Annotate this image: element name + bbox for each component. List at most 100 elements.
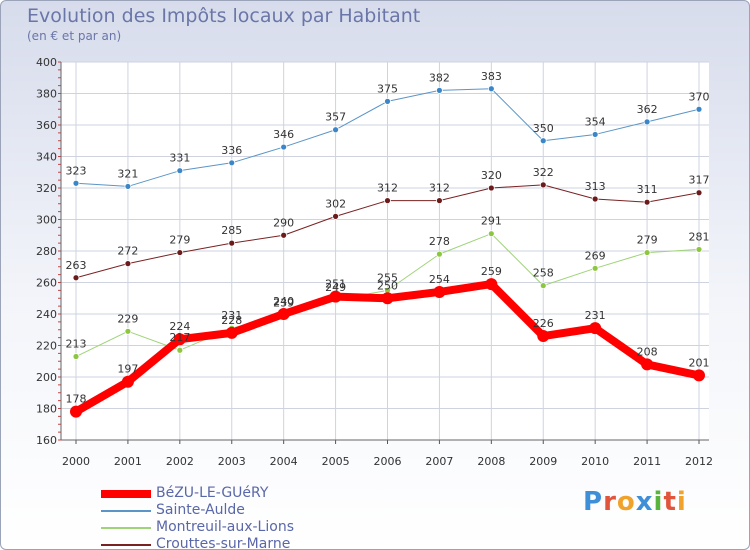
data-label: 302 bbox=[325, 197, 346, 210]
legend-label: Crouttes-sur-Marne bbox=[156, 536, 291, 550]
data-label: 346 bbox=[273, 128, 294, 141]
data-labels: 323 321 331 336 346 357 375 382 383 350 354 362 370 2… bbox=[66, 70, 710, 406]
y-tick-label: 240 bbox=[36, 308, 57, 321]
data-label: 226 bbox=[533, 317, 554, 330]
legend-swatch bbox=[101, 510, 151, 512]
data-label: 272 bbox=[117, 245, 138, 258]
data-label: 370 bbox=[689, 90, 710, 103]
x-tick-label: 2004 bbox=[270, 455, 298, 468]
data-point bbox=[72, 179, 80, 187]
data-point bbox=[487, 230, 495, 238]
data-point bbox=[641, 358, 654, 371]
data-label: 322 bbox=[533, 166, 554, 179]
data-label: 331 bbox=[169, 152, 190, 165]
x-tick-label: 2009 bbox=[529, 455, 557, 468]
data-label: 178 bbox=[66, 393, 87, 406]
y-tick-label: 280 bbox=[36, 245, 57, 258]
data-point bbox=[124, 327, 132, 335]
data-point bbox=[539, 181, 547, 189]
data-point bbox=[384, 97, 391, 105]
data-label: 312 bbox=[377, 182, 398, 195]
data-point bbox=[124, 183, 132, 190]
data-label: 231 bbox=[221, 309, 242, 322]
data-point bbox=[72, 274, 80, 282]
data-label: 311 bbox=[637, 183, 658, 196]
y-tick-label: 200 bbox=[36, 371, 57, 384]
x-tick-label: 2012 bbox=[685, 455, 713, 468]
y-tick-label: 380 bbox=[36, 88, 57, 101]
chart-subtitle: (en € et par an) bbox=[27, 29, 122, 43]
x-tick-label: 2008 bbox=[477, 455, 505, 468]
data-point bbox=[643, 118, 651, 126]
data-label: 228 bbox=[221, 314, 242, 327]
data-point bbox=[695, 246, 703, 253]
x-tick-label: 2003 bbox=[218, 455, 246, 468]
data-label: 357 bbox=[325, 111, 346, 124]
data-point bbox=[228, 159, 236, 167]
data-label: 313 bbox=[585, 180, 606, 193]
legend-label: Montreuil-aux-Lions bbox=[156, 519, 294, 535]
legend-swatch bbox=[101, 544, 151, 546]
data-point bbox=[332, 126, 339, 134]
axes: 160 180 200 220 240 260 280 300 320 340 360 380 400 2… bbox=[36, 56, 713, 468]
legend-label: BéZU-LE-GUéRY bbox=[156, 485, 269, 501]
data-label: 224 bbox=[169, 320, 190, 333]
data-point bbox=[332, 212, 339, 220]
data-label: 259 bbox=[481, 265, 502, 278]
data-label: 350 bbox=[533, 122, 554, 135]
x-tick-label: 2005 bbox=[322, 455, 350, 468]
data-point bbox=[591, 264, 599, 272]
data-label: 323 bbox=[66, 164, 87, 177]
data-label: 383 bbox=[481, 70, 502, 83]
chart-title: Evolution des Impôts locaux par Habitant bbox=[27, 5, 421, 27]
series-layer bbox=[70, 85, 705, 418]
data-label: 263 bbox=[66, 259, 87, 272]
y-tick-label: 360 bbox=[36, 119, 57, 132]
proxiti-logo: Proxiti bbox=[583, 487, 687, 517]
data-label: 279 bbox=[637, 234, 658, 247]
x-tick-label: 2007 bbox=[425, 455, 453, 468]
y-tick-label: 320 bbox=[36, 182, 57, 195]
data-point bbox=[228, 239, 236, 247]
legend-swatch bbox=[101, 490, 151, 498]
x-tick-label: 2010 bbox=[581, 455, 609, 468]
data-label: 240 bbox=[273, 295, 294, 308]
data-point bbox=[176, 346, 184, 354]
data-point bbox=[693, 369, 705, 382]
data-label: 278 bbox=[429, 235, 450, 248]
data-label: 291 bbox=[481, 215, 502, 228]
y-tick-label: 300 bbox=[36, 214, 57, 227]
data-point bbox=[589, 322, 602, 335]
legend-swatch bbox=[101, 527, 151, 529]
data-point bbox=[436, 250, 443, 258]
data-point bbox=[591, 195, 599, 203]
data-point bbox=[436, 197, 443, 205]
data-point bbox=[539, 137, 547, 145]
data-point bbox=[485, 278, 498, 291]
data-point bbox=[487, 85, 495, 93]
data-point bbox=[70, 405, 82, 418]
x-tick-label: 2006 bbox=[374, 455, 402, 468]
data-point bbox=[433, 285, 446, 298]
data-label: 269 bbox=[585, 249, 606, 262]
data-point bbox=[121, 375, 134, 388]
data-label: 197 bbox=[117, 363, 138, 376]
data-point bbox=[591, 131, 599, 138]
data-label: 249 bbox=[325, 281, 346, 294]
data-point bbox=[487, 184, 495, 192]
data-point bbox=[225, 326, 238, 339]
data-label: 229 bbox=[117, 312, 138, 325]
data-point bbox=[381, 292, 394, 305]
data-label: 362 bbox=[637, 103, 658, 116]
data-label: 336 bbox=[221, 144, 242, 157]
data-label: 312 bbox=[429, 182, 450, 195]
data-point bbox=[695, 189, 703, 197]
data-label: 208 bbox=[637, 345, 658, 358]
data-label: 279 bbox=[169, 234, 190, 247]
data-label: 290 bbox=[273, 216, 294, 229]
data-point bbox=[176, 249, 184, 256]
grid-lines bbox=[61, 61, 709, 441]
y-tick-label: 180 bbox=[36, 403, 57, 416]
